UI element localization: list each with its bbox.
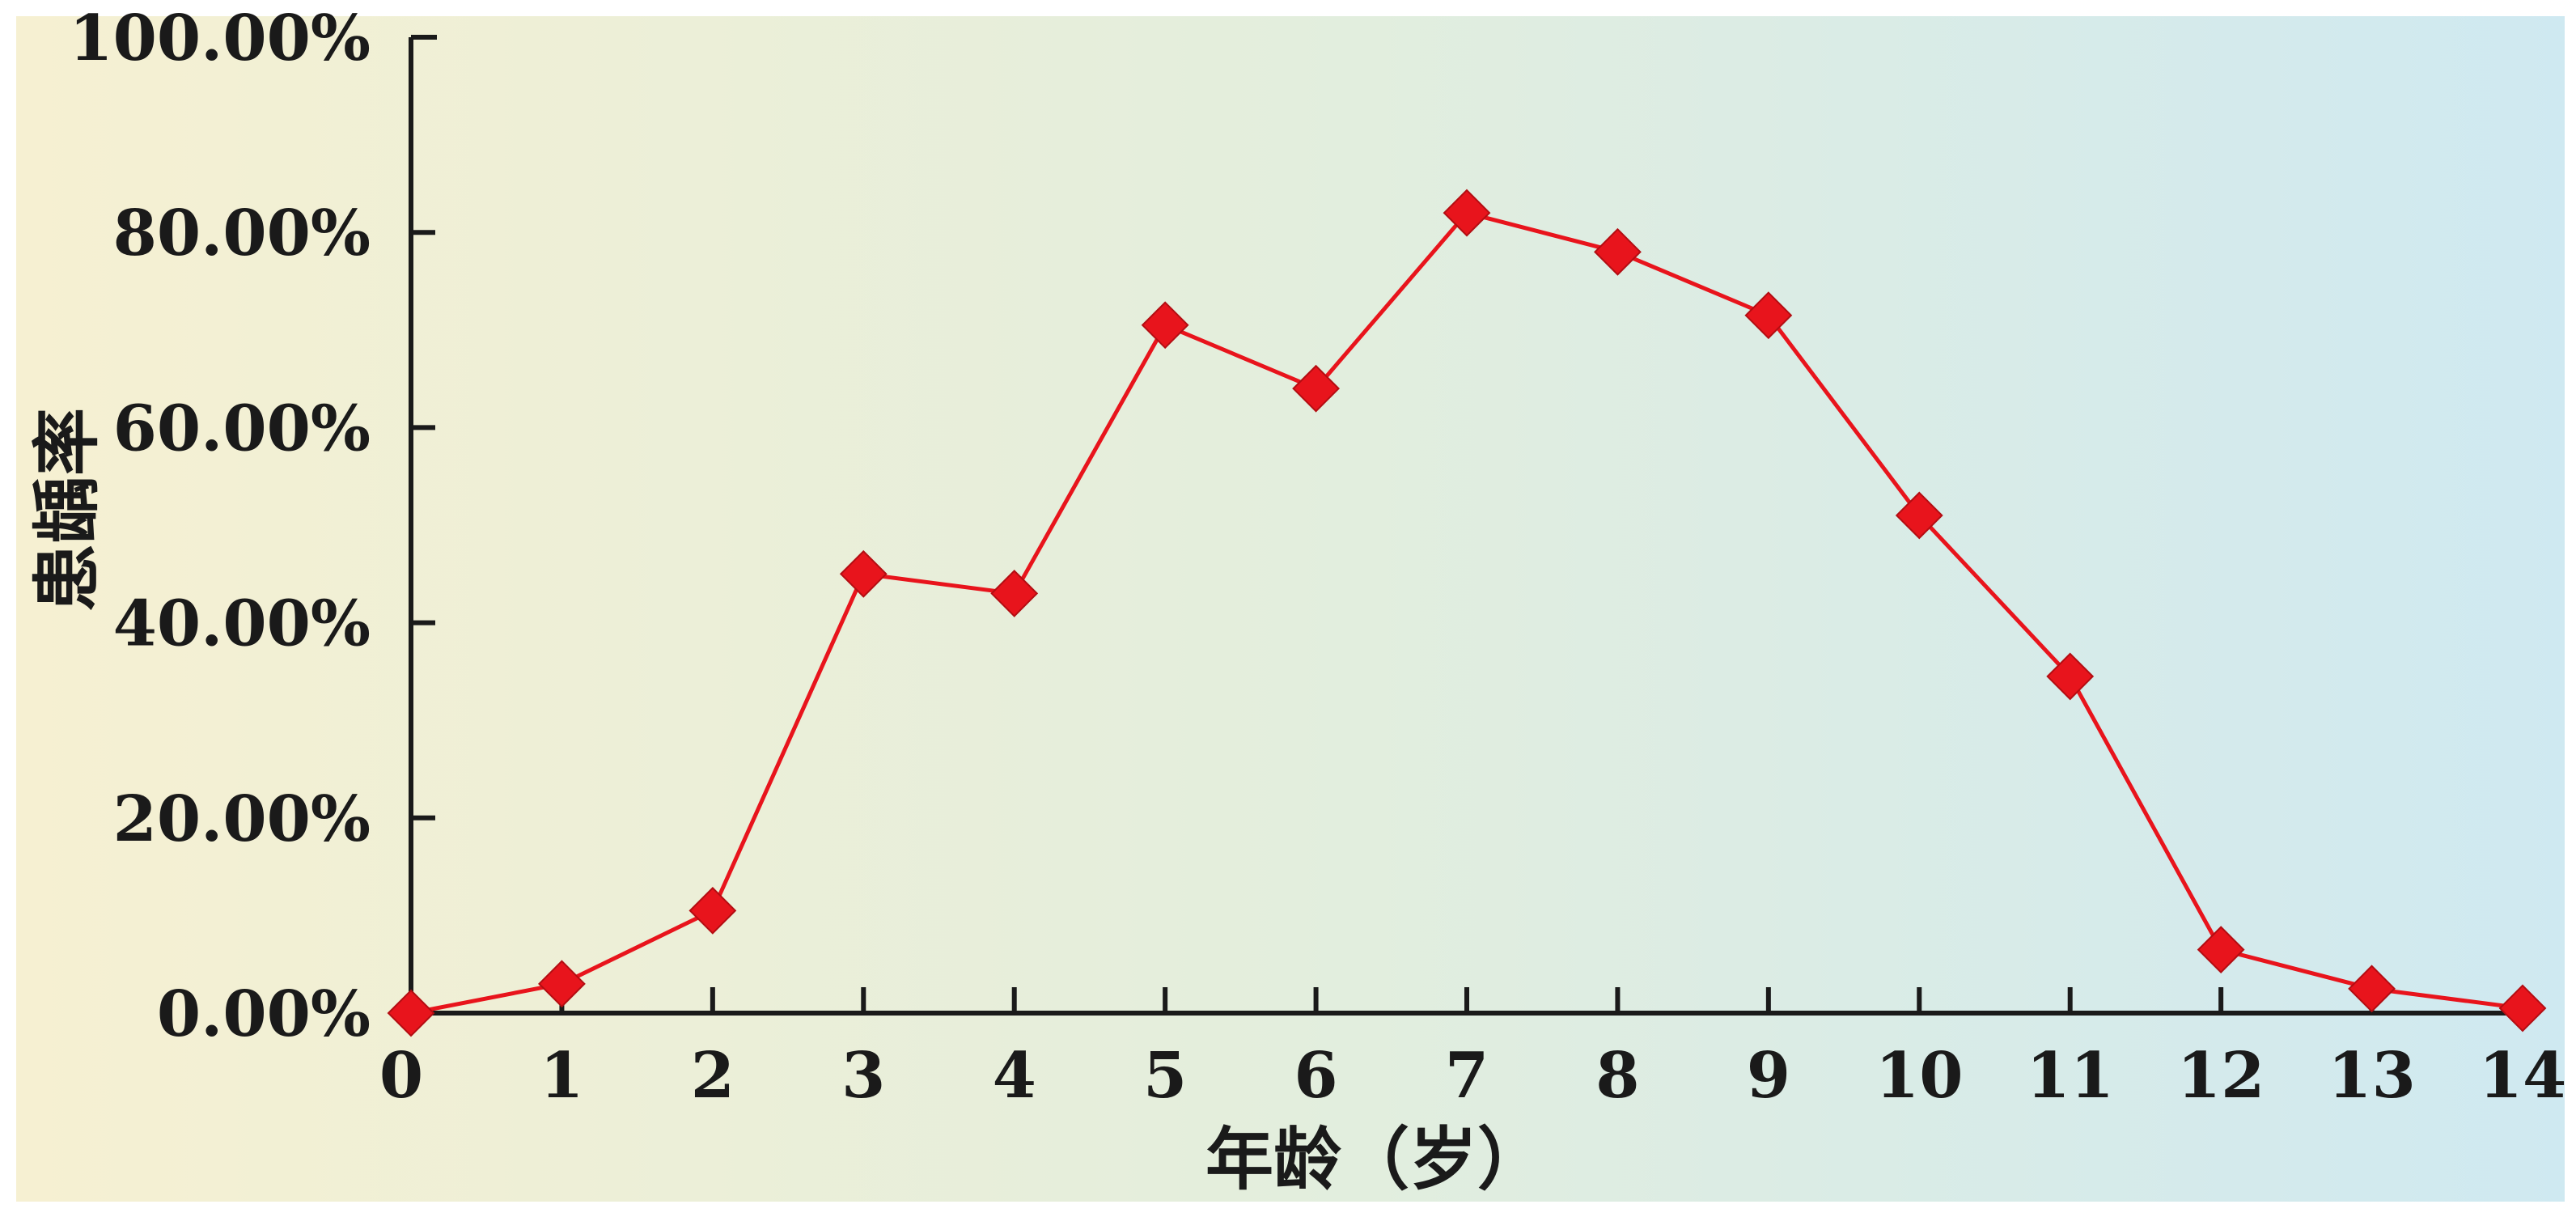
data-point-marker <box>1594 227 1642 276</box>
x-tick-label: 3 <box>841 1039 885 1113</box>
y-axis-label: 患龋率 <box>27 408 107 612</box>
x-tick-label: 12 <box>2177 1039 2265 1113</box>
x-axis-label: 年龄（岁） <box>1205 1119 1545 1199</box>
data-point-marker <box>2498 984 2547 1033</box>
y-tick-label: 80.00% <box>113 197 371 270</box>
data-point-marker <box>1744 291 1793 340</box>
x-tick-label: 2 <box>691 1039 735 1113</box>
x-tick-label: 4 <box>993 1039 1036 1113</box>
data-point-marker <box>1895 491 1943 540</box>
y-tick-label: 40.00% <box>113 587 371 661</box>
data-point-marker <box>1292 364 1340 413</box>
x-tick-label: 13 <box>2328 1039 2416 1113</box>
x-tick-label: 7 <box>1445 1039 1489 1113</box>
data-point-marker <box>538 960 586 1008</box>
y-axis-ticks: 0.00% 20.00% 40.00% 60.00% 80.00% 100.00% <box>69 2 435 1051</box>
x-tick-label: 9 <box>1747 1039 1790 1113</box>
y-tick-label: 20.00% <box>113 782 371 856</box>
data-point-marker <box>2197 926 2245 974</box>
x-tick-label: 10 <box>1875 1039 1964 1113</box>
x-tick-label: 5 <box>1143 1039 1187 1113</box>
y-tick-label: 100.00% <box>69 2 371 75</box>
data-point-marker <box>839 549 888 598</box>
x-axis-ticks: 0 1 2 3 4 5 6 7 8 9 10 11 12 13 14 <box>379 987 2566 1113</box>
data-point-marker <box>2348 965 2396 1013</box>
data-point-marker <box>1141 301 1189 350</box>
x-tick-label: 1 <box>540 1039 583 1113</box>
series-group <box>387 189 2547 1037</box>
data-point-marker <box>387 989 435 1037</box>
y-tick-label: 0.00% <box>157 977 371 1051</box>
data-point-marker <box>688 886 737 935</box>
x-tick-label: 8 <box>1595 1039 1639 1113</box>
y-tick-label: 60.00% <box>113 392 371 465</box>
data-point-marker <box>1443 189 1491 237</box>
x-tick-label: 6 <box>1294 1039 1337 1113</box>
data-point-marker <box>990 570 1039 617</box>
x-tick-label: 14 <box>2479 1039 2567 1113</box>
x-tick-label: 11 <box>2026 1039 2114 1113</box>
x-tick-label: 0 <box>379 1039 423 1113</box>
data-point-marker <box>2046 652 2095 701</box>
